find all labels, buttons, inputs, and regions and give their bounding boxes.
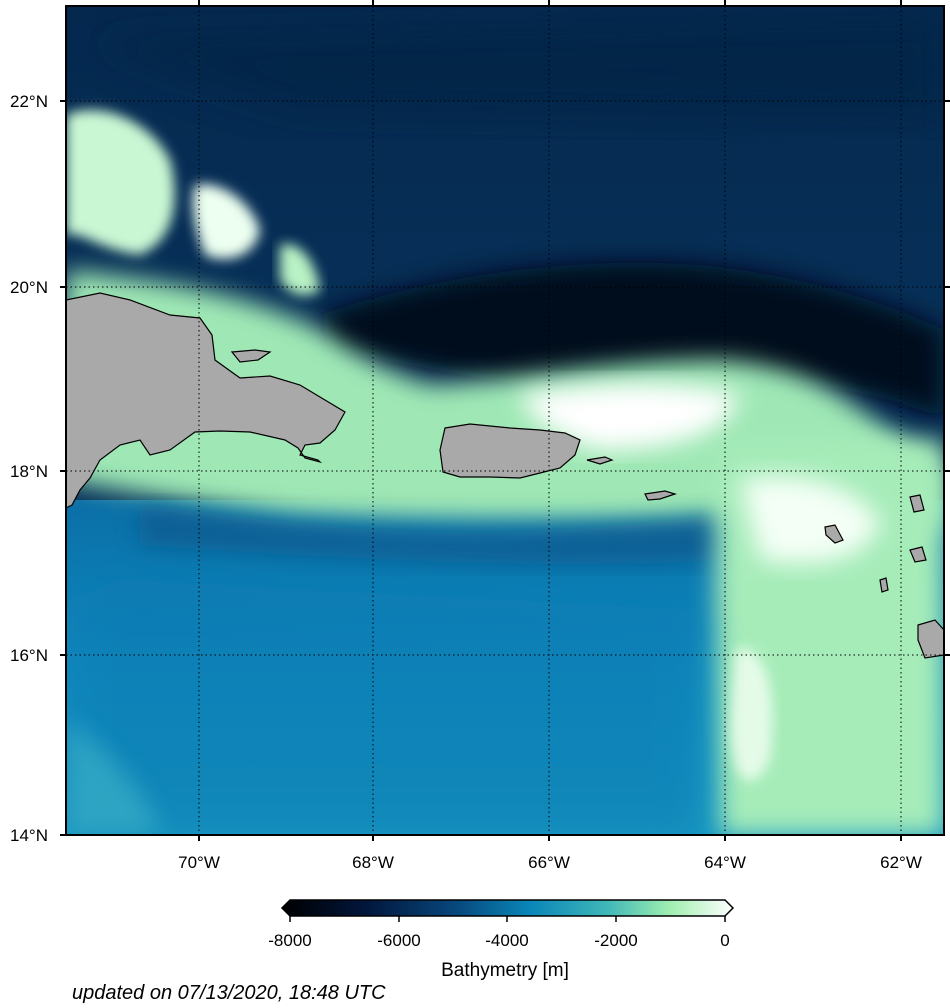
- colorbar-tick-label: -2000: [594, 931, 637, 950]
- colorbar-tick-label: -6000: [377, 931, 420, 950]
- update-timestamp: updated on 07/13/2020, 18:48 UTC: [72, 982, 386, 1004]
- beata-ridge-flank: [66, 720, 160, 835]
- muertos-trough: [140, 505, 720, 565]
- colorbar-ticks: [289, 916, 726, 922]
- colorbar-ramp: [280, 899, 735, 917]
- colorbar: -8000 -6000 -4000 -2000 0: [268, 899, 735, 950]
- colorbar-tick-label: -4000: [485, 931, 528, 950]
- st-croix: [644, 490, 677, 501]
- venezuelan-basin: [66, 580, 700, 835]
- lat-label-18n: 18°N: [10, 462, 48, 481]
- map-frame: [65, 5, 945, 836]
- colorbar-title: Bathymetry [m]: [441, 960, 569, 981]
- montserrat: [824, 524, 844, 544]
- tick-marks: [60, 0, 950, 841]
- guadeloupe: [909, 546, 927, 563]
- deep-north-patch: [80, 20, 944, 120]
- tortuga-island: [230, 349, 272, 363]
- vieques: [586, 456, 614, 465]
- map-field: [66, 6, 944, 835]
- hispaniola: [66, 292, 346, 509]
- virgin-bank: [520, 383, 740, 450]
- lon-label-66w: 66°W: [528, 853, 570, 872]
- aves-ridge-crest: [730, 648, 773, 781]
- bahamas-bank-central: [193, 184, 260, 259]
- lat-label-16n: 16°N: [10, 646, 48, 665]
- land-masses: [66, 292, 944, 659]
- martinique: [917, 619, 944, 659]
- turks-caicos-bank: [280, 244, 320, 296]
- graticule: [66, 6, 944, 835]
- lat-label-20n: 20°N: [10, 278, 48, 297]
- lat-label-22n: 22°N: [10, 92, 48, 111]
- lat-label-14n: 14°N: [10, 826, 48, 845]
- lon-label-62w: 62°W: [880, 853, 922, 872]
- colorbar-tick-label: 0: [720, 931, 729, 950]
- puerto-rico: [439, 423, 581, 479]
- lon-label-64w: 64°W: [704, 853, 746, 872]
- bahamas-bank-west: [66, 110, 175, 255]
- lon-label-68w: 68°W: [352, 853, 394, 872]
- lon-label-70w: 70°W: [178, 853, 220, 872]
- anguilla-bank: [740, 476, 880, 564]
- antigua: [909, 494, 925, 513]
- dominica: [879, 577, 889, 593]
- colorbar-tick-label: -8000: [268, 931, 311, 950]
